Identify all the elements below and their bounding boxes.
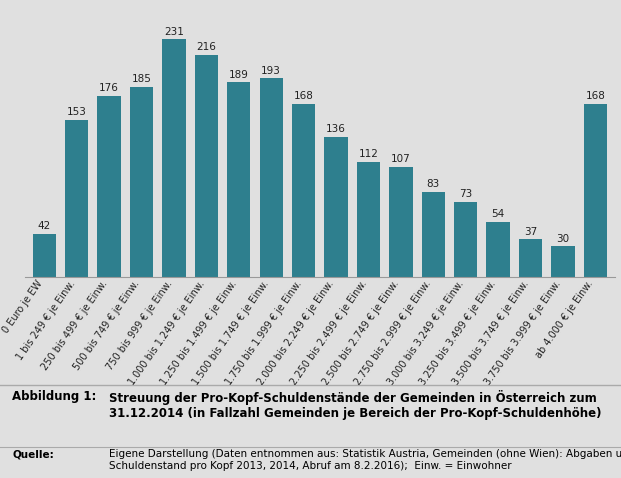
Text: Eigene Darstellung (Daten entnommen aus: Statistik Austria, Gemeinden (ohne Wien: Eigene Darstellung (Daten entnommen aus:… [109, 449, 621, 471]
Bar [454, 202, 478, 277]
Text: 176: 176 [99, 83, 119, 93]
Text: Streuung der Pro-Kopf-Schuldenstände der Gemeinden in Österreich zum
31.12.2014 : Streuung der Pro-Kopf-Schuldenstände der… [109, 390, 601, 420]
Text: 193: 193 [261, 65, 281, 76]
Text: 189: 189 [229, 70, 249, 80]
Text: Abbildung 1:: Abbildung 1: [12, 390, 97, 402]
Bar [130, 87, 153, 277]
Bar [422, 192, 445, 277]
Text: 73: 73 [459, 189, 473, 199]
Bar [292, 104, 315, 277]
Text: 107: 107 [391, 154, 410, 164]
Bar [260, 78, 283, 277]
Text: 153: 153 [67, 107, 87, 117]
Bar [65, 120, 88, 277]
Bar [357, 162, 380, 277]
Text: 136: 136 [326, 124, 346, 134]
Bar [227, 82, 250, 277]
Text: 54: 54 [491, 209, 505, 219]
Text: 30: 30 [556, 234, 569, 244]
Text: 37: 37 [524, 227, 537, 237]
Text: 112: 112 [358, 149, 378, 159]
Text: 216: 216 [196, 42, 216, 52]
Text: 42: 42 [38, 221, 51, 231]
Bar [33, 234, 56, 277]
Text: 168: 168 [294, 91, 314, 101]
Bar [519, 239, 542, 277]
Bar [195, 54, 218, 277]
Bar [389, 167, 412, 277]
Text: 231: 231 [164, 26, 184, 36]
Bar [551, 246, 574, 277]
Bar [324, 137, 348, 277]
Bar [162, 39, 186, 277]
Text: Quelle:: Quelle: [12, 449, 54, 459]
Text: 185: 185 [132, 74, 152, 84]
Bar [97, 96, 121, 277]
Text: 83: 83 [427, 179, 440, 189]
Text: 168: 168 [586, 91, 605, 101]
Bar [486, 222, 510, 277]
Bar [584, 104, 607, 277]
